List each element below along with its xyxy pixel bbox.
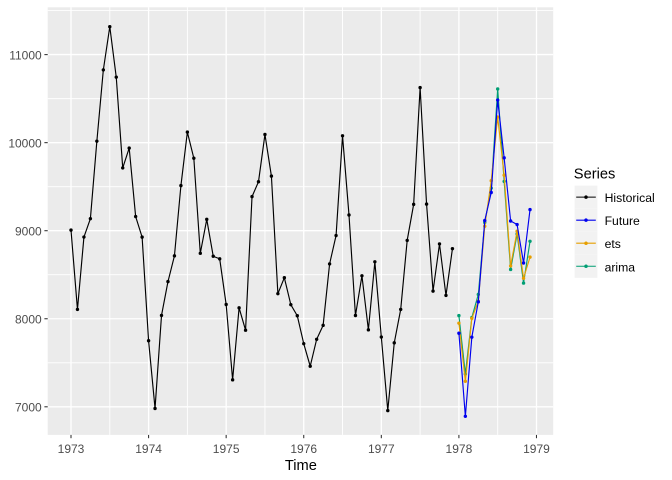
svg-text:1975: 1975 (213, 442, 240, 456)
svg-text:9000: 9000 (15, 225, 42, 239)
svg-text:Historical: Historical (605, 191, 655, 205)
svg-text:8000: 8000 (15, 313, 42, 327)
svg-text:1978: 1978 (446, 442, 473, 456)
svg-text:11000: 11000 (9, 48, 42, 62)
svg-text:Future: Future (605, 214, 640, 228)
svg-text:7000: 7000 (15, 401, 42, 415)
svg-text:1979: 1979 (523, 442, 550, 456)
svg-text:1974: 1974 (135, 442, 162, 456)
svg-text:ets: ets (605, 237, 621, 251)
svg-text:1977: 1977 (368, 442, 395, 456)
svg-text:Series: Series (574, 166, 616, 182)
svg-text:arima: arima (605, 260, 636, 274)
svg-text:1976: 1976 (290, 442, 317, 456)
svg-text:1973: 1973 (58, 442, 85, 456)
svg-text:Time: Time (285, 458, 317, 474)
svg-text:10000: 10000 (8, 136, 42, 150)
